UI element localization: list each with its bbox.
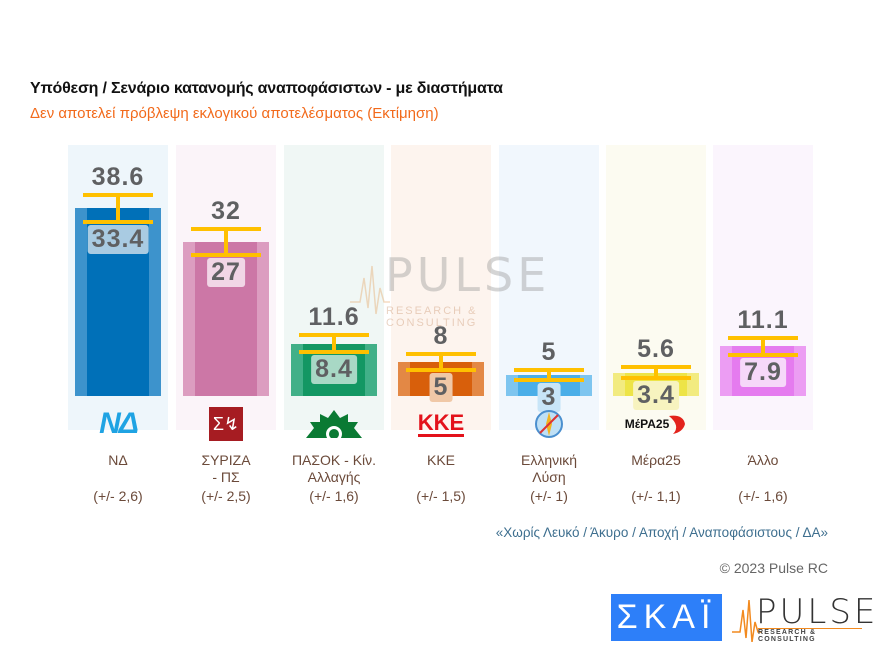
upper-value: 38.6 — [91, 162, 145, 191]
error-bar-stem — [116, 194, 120, 222]
upper-value: 11.6 — [308, 303, 360, 332]
error-bar-lower-cap — [83, 219, 153, 224]
skai-logo: ΣΚΑΪ — [611, 594, 722, 641]
upper-value: 8 — [433, 322, 449, 351]
error-bar-lower-cap — [621, 376, 691, 381]
upper-value: 32 — [211, 196, 241, 225]
compass-icon — [535, 410, 563, 438]
error-bar-lower-cap — [191, 253, 261, 258]
chart-title: Υπόθεση / Σενάριο κατανομής αναποφάσιστω… — [30, 80, 503, 97]
margin-of-error: (+/- 2,6) — [93, 488, 143, 504]
pulse-logo: PULSE RESEARCH & CONSULTING — [732, 592, 875, 643]
error-bar-stem — [761, 338, 765, 355]
margin-of-error: (+/- 2,5) — [201, 488, 251, 504]
syriza-logo-icon: Σ↯ — [209, 407, 243, 441]
error-bar-lower-cap — [299, 350, 369, 355]
syriza-logo: Σ↯ — [176, 407, 276, 441]
lower-value: 5 — [429, 372, 453, 402]
lower-value: 3.4 — [633, 381, 679, 411]
swallow-icon — [669, 415, 686, 434]
margin-of-error: (+/- 1,1) — [631, 488, 681, 504]
error-bar-stem — [547, 369, 551, 381]
error-bar-upper-cap — [406, 352, 476, 357]
error-bar-lower-cap — [406, 367, 476, 372]
party-label: Μέρα25 — [631, 452, 681, 468]
upper-value: 11.1 — [737, 306, 789, 335]
copyright: © 2023 Pulse RC — [719, 560, 828, 576]
pulse-wave-icon — [350, 265, 390, 315]
margin-of-error: (+/- 1,5) — [416, 488, 466, 504]
upper-value: 5 — [541, 337, 557, 366]
error-bar-upper-cap — [83, 192, 153, 197]
nd-logo: ΝΔ — [68, 407, 168, 440]
error-bar-upper-cap — [299, 333, 369, 338]
party-label: Ελληνική Λύση — [520, 452, 578, 485]
error-bar-stem — [332, 335, 336, 353]
lower-value: 8.4 — [311, 355, 357, 385]
mera25-logo-icon: ΜέΡΑ25 — [624, 417, 670, 431]
lower-value: 3 — [537, 383, 561, 413]
pasok-sun-icon — [306, 410, 362, 438]
party-label: ΣΥΡΙΖΑ - ΠΣ — [201, 452, 251, 485]
lower-value: 27 — [207, 258, 245, 288]
party-label: Άλλο — [747, 452, 779, 468]
pasok-logo — [284, 408, 384, 440]
pulse-watermark: PULSE RESEARCH & CONSULTING — [350, 248, 560, 329]
error-bar-lower-cap — [728, 352, 798, 357]
party-label: ΚΚΕ — [426, 452, 455, 468]
margin-of-error: (+/- 1,6) — [309, 488, 359, 504]
error-bar-upper-cap — [514, 367, 584, 372]
error-bar-upper-cap — [191, 226, 261, 231]
chart-subtitle: Δεν αποτελεί πρόβλεψη εκλογικού αποτελέσ… — [30, 105, 439, 122]
error-bar-upper-cap — [621, 364, 691, 369]
kke-logo: ΚΚΕ — [391, 408, 491, 440]
upper-value: 5.6 — [637, 334, 675, 363]
margin-of-error: (+/- 1,6) — [738, 488, 788, 504]
nd-logo-icon: ΝΔ — [99, 407, 139, 440]
no-logo — [713, 408, 813, 440]
error-bar-stem — [224, 228, 228, 256]
party-label: ΝΔ — [108, 452, 128, 468]
lower-value: 7.9 — [740, 357, 786, 387]
party-label: ΠΑΣΟΚ - Κίν. Αλλαγής — [291, 452, 377, 485]
pulse-wave-icon — [732, 599, 762, 642]
error-bar-stem — [439, 354, 443, 370]
kke-logo-icon: ΚΚΕ — [417, 409, 465, 437]
error-bar-upper-cap — [728, 336, 798, 341]
margin-of-error: (+/- 1) — [530, 488, 568, 504]
error-bar-lower-cap — [514, 378, 584, 383]
error-bar-stem — [654, 366, 658, 379]
mera25-logo: ΜέΡΑ25 — [606, 408, 706, 440]
lower-value: 33.4 — [87, 224, 149, 254]
elliniki-lysi-logo — [499, 408, 599, 440]
exclusion-note: «Χωρίς Λευκό / Άκυρο / Αποχή / Αναποφάσι… — [495, 525, 828, 540]
